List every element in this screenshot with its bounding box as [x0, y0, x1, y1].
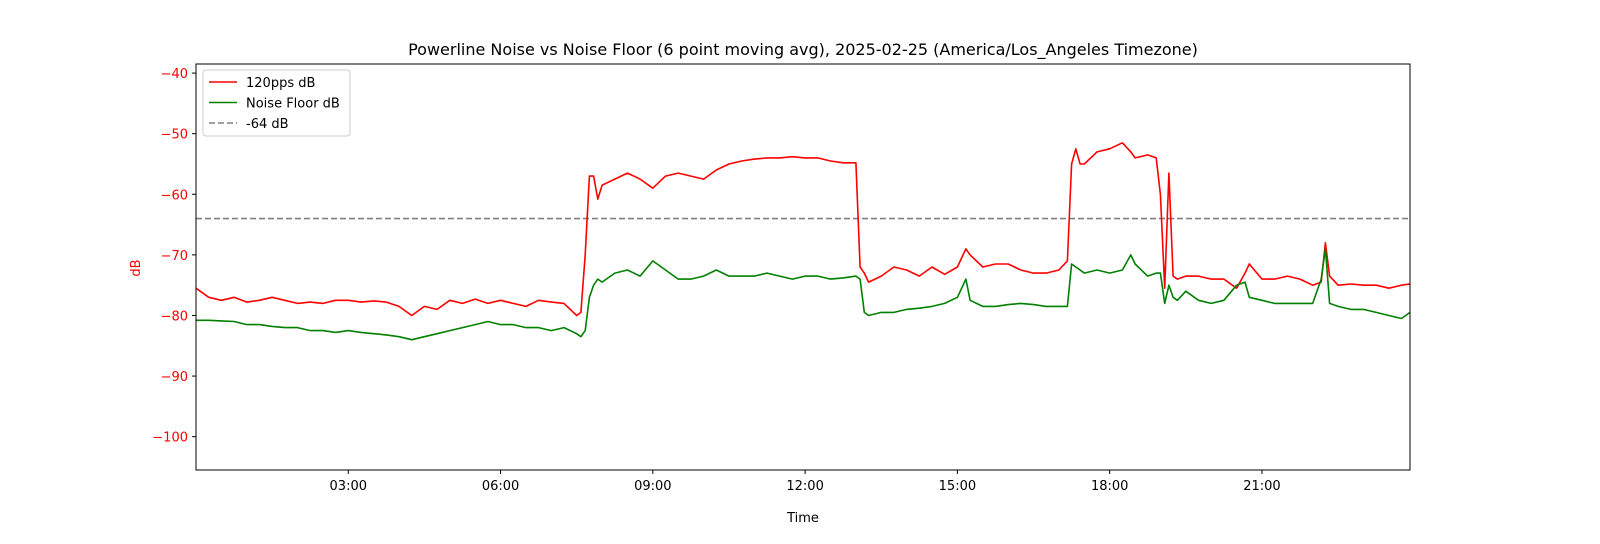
y-axis-label: dB — [129, 259, 144, 276]
plot-area — [195, 142, 1411, 341]
plot-frame — [195, 63, 1411, 471]
y-tick-label: −60 — [161, 188, 188, 203]
x-axis-label: Time — [786, 511, 819, 526]
y-tick-label: −40 — [161, 67, 188, 82]
axes: 03:00 06:00 09:00 12:00 15:00 18:00 21:00 −40 −5… — [152, 63, 1411, 494]
y-tick-label: −80 — [161, 309, 188, 324]
legend-label: 120pps dB — [246, 76, 315, 91]
x-tick-label: 09:00 — [634, 479, 671, 494]
y-tick-label: −70 — [161, 249, 188, 264]
x-tick-label: 06:00 — [482, 479, 519, 494]
x-tick-label: 21:00 — [1243, 479, 1280, 494]
chart-title: Powerline Noise vs Noise Floor (6 point … — [408, 40, 1198, 60]
legend: 120pps dB Noise Floor dB -64 dB — [202, 69, 351, 137]
x-tick-label: 18:00 — [1091, 479, 1128, 494]
x-tick-label: 03:00 — [330, 479, 367, 494]
y-tick-label: −50 — [161, 128, 188, 143]
y-tick-label: −90 — [161, 370, 188, 385]
x-tick-label: 15:00 — [939, 479, 976, 494]
series-120pps-line — [195, 142, 1411, 317]
x-tick-label: 12:00 — [786, 479, 823, 494]
y-tick-label: −100 — [152, 431, 188, 446]
legend-box — [202, 69, 351, 137]
legend-label: -64 dB — [246, 117, 289, 132]
series-noise-floor-line — [196, 248, 1411, 341]
legend-label: Noise Floor dB — [246, 97, 340, 112]
